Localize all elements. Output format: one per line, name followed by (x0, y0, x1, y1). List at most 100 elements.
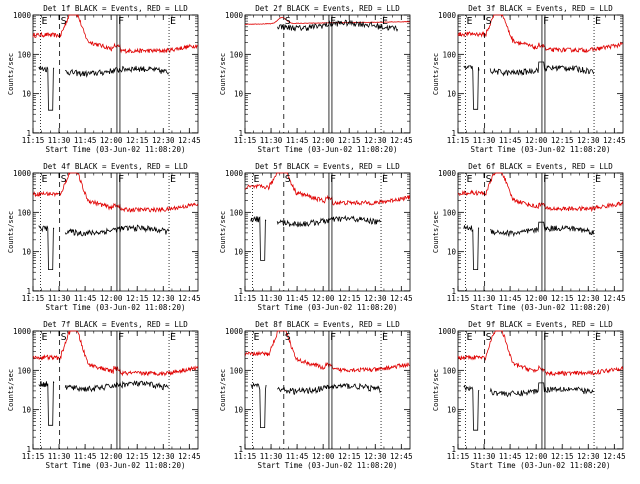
y-tick-label: 100 (17, 366, 31, 375)
x-tick-label: 11:30 (473, 294, 496, 303)
y-axis-label: Counts/sec (432, 369, 440, 411)
x-axis-label: Start Time (03-Jun-02 11:08:20) (258, 303, 398, 312)
x-tick-label: 12:00 (312, 294, 335, 303)
x-tick-label: 12:00 (100, 294, 123, 303)
x-tick-label: 11:45 (499, 136, 522, 145)
x-tick-label: 12:00 (312, 452, 335, 461)
x-tick-label: 12:30 (364, 294, 387, 303)
events-line (277, 19, 399, 32)
panel-title: Det 9f BLACK = Events, RED = LLD (468, 320, 613, 329)
events-line (38, 224, 170, 270)
marker-label-e: E (467, 332, 473, 343)
x-axis-label: Start Time (03-Jun-02 11:08:20) (258, 145, 398, 154)
x-tick-label: 12:15 (551, 452, 574, 461)
y-tick-label: 10 (22, 406, 32, 415)
x-tick-label: 12:15 (338, 136, 361, 145)
y-tick-label: 100 (442, 366, 456, 375)
y-tick-label: 10 (447, 406, 457, 415)
marker-label-e: E (170, 332, 176, 343)
panel-title: Det 4f BLACK = Events, RED = LLD (43, 162, 188, 171)
marker-label-s: S (285, 174, 291, 185)
x-tick-label: 12:15 (126, 294, 149, 303)
y-tick-label: 1 (26, 129, 31, 138)
x-tick-label: 12:45 (178, 452, 201, 461)
x-tick-label: 11:15 (22, 452, 45, 461)
marker-label-e: E (42, 174, 48, 185)
y-tick-label: 1 (26, 445, 31, 454)
marker-label-s: S (61, 174, 67, 185)
marker-label-f: F (330, 16, 336, 27)
lld-series (244, 16, 410, 25)
detector-panel-3: Det 3f BLACK = Events, RED = LLD 1 10 100 10… (432, 4, 626, 154)
x-tick-label: 11:45 (74, 136, 97, 145)
x-tick-label: 12:45 (603, 136, 626, 145)
marker-label-e: E (382, 16, 388, 27)
y-tick-label: 10 (234, 90, 244, 99)
marker-label-e: E (467, 174, 473, 185)
lld-line (244, 16, 410, 25)
lld-line (32, 13, 198, 54)
detector-panel-2: Det 2f BLACK = Events, RED = LLD 1 10 100 10… (219, 4, 413, 154)
panel-title: Det 5f BLACK = Events, RED = LLD (255, 162, 400, 171)
y-tick-label: 1000 (438, 327, 457, 336)
y-axis-label: Counts/sec (219, 369, 227, 411)
x-tick-label: 12:15 (551, 294, 574, 303)
events-series (463, 221, 595, 270)
y-tick-label: 1 (238, 129, 243, 138)
plot-frame (457, 172, 624, 292)
events-series (277, 19, 399, 32)
detector-panel-9: Det 9f BLACK = Events, RED = LLD 1 10 100 10… (432, 320, 626, 470)
y-tick-label: 1000 (225, 169, 244, 178)
events-series (250, 382, 382, 428)
y-tick-label: 1000 (13, 169, 32, 178)
marker-label-s: S (486, 332, 492, 343)
x-tick-label: 12:00 (525, 136, 548, 145)
y-tick-label: 1000 (438, 11, 457, 20)
x-tick-label: 11:15 (447, 136, 470, 145)
plot-frame (457, 330, 624, 450)
y-tick-label: 100 (442, 50, 456, 59)
events-series (250, 215, 382, 261)
plot-frame (457, 14, 624, 134)
lld-line (32, 330, 199, 377)
marker-label-s: S (61, 332, 67, 343)
x-tick-label: 11:30 (260, 136, 283, 145)
lld-line (457, 330, 624, 377)
detector-panel-5: Det 5f BLACK = Events, RED = LLD 1 10 100 10… (219, 162, 413, 312)
x-tick-label: 11:45 (74, 294, 97, 303)
y-tick-label: 100 (229, 366, 243, 375)
x-tick-label: 11:15 (22, 136, 45, 145)
x-tick-label: 11:30 (473, 452, 496, 461)
events-line (38, 380, 169, 426)
lld-series (32, 13, 198, 54)
y-tick-label: 1 (26, 287, 31, 296)
lld-series (457, 330, 624, 377)
events-series (463, 61, 595, 110)
x-tick-label: 11:15 (234, 136, 257, 145)
marker-label-e: E (42, 16, 48, 27)
marker-label-f: F (118, 16, 124, 27)
y-axis-label: Counts/sec (432, 211, 440, 253)
x-axis-label: Start Time (03-Jun-02 11:08:20) (471, 461, 611, 470)
marker-label-e: E (467, 16, 473, 27)
marker-label-e: E (170, 174, 176, 185)
x-tick-label: 12:00 (100, 452, 123, 461)
x-tick-label: 11:30 (260, 294, 283, 303)
y-tick-label: 100 (442, 208, 456, 217)
lld-series (244, 330, 410, 374)
x-tick-label: 12:15 (126, 452, 149, 461)
x-tick-label: 11:45 (286, 294, 309, 303)
marker-label-f: F (118, 174, 124, 185)
y-tick-label: 100 (229, 50, 243, 59)
x-tick-label: 11:30 (48, 452, 71, 461)
marker-label-e: E (254, 332, 260, 343)
lld-series (33, 172, 199, 213)
y-tick-label: 1 (451, 445, 456, 454)
x-tick-label: 12:45 (603, 294, 626, 303)
marker-label-s: S (486, 16, 492, 27)
y-tick-label: 1 (451, 287, 456, 296)
y-tick-label: 1000 (438, 169, 457, 178)
events-series (38, 380, 169, 426)
